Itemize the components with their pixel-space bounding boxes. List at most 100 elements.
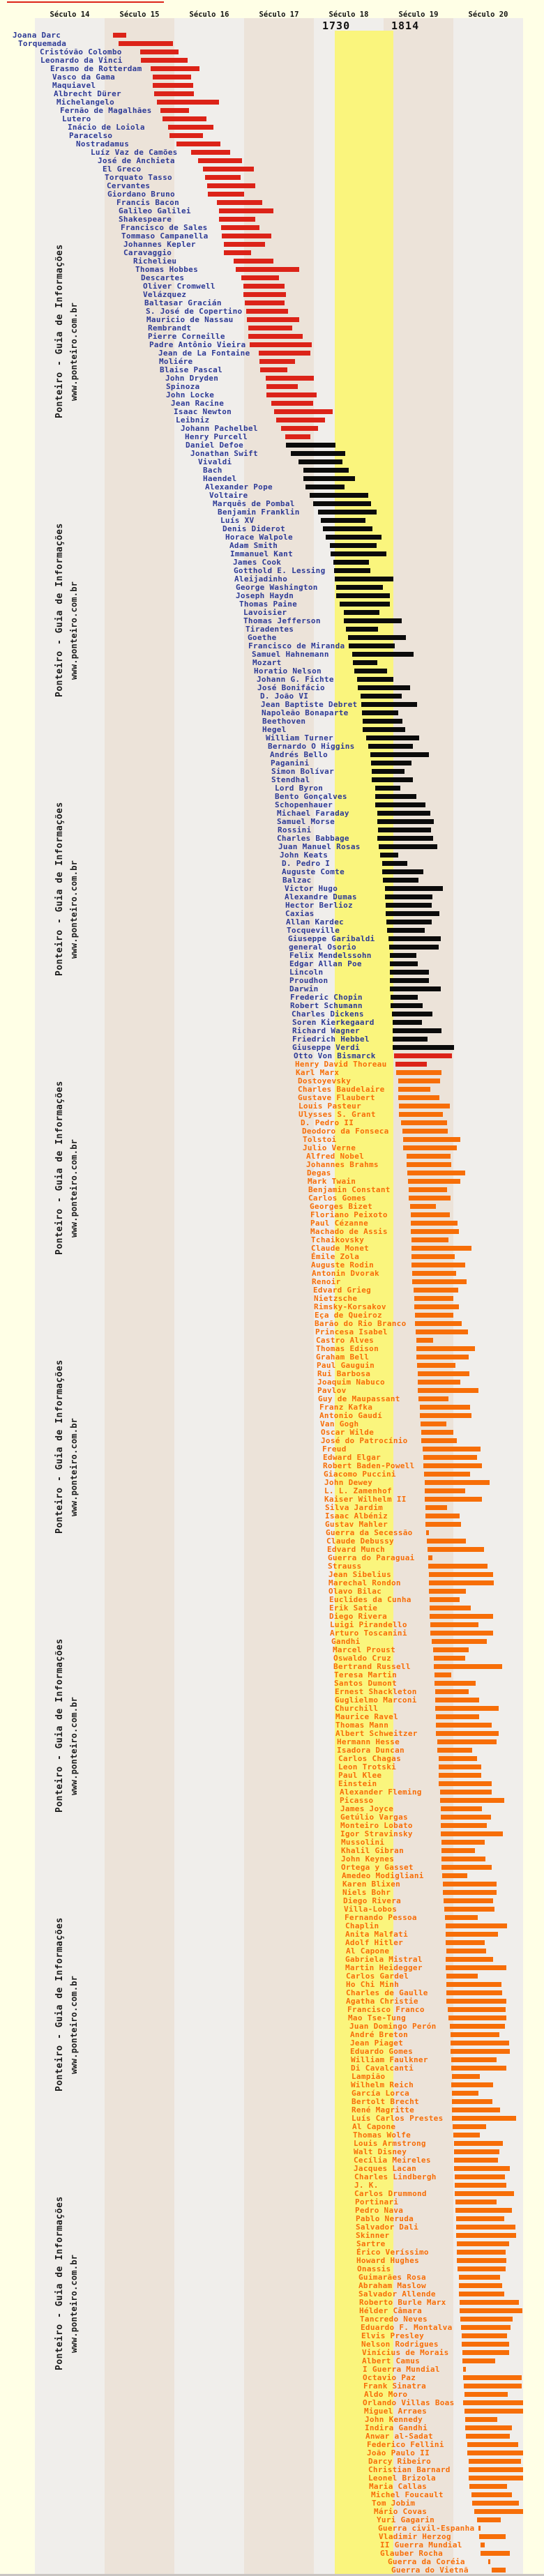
person-name-label: Claude Debussy bbox=[326, 1537, 394, 1546]
person-name-label: Karen Blixen bbox=[342, 1880, 401, 1889]
lifespan-bar bbox=[456, 2216, 504, 2221]
lifespan-bar bbox=[330, 543, 377, 548]
lifespan-bar bbox=[439, 1773, 481, 1778]
lifespan-bar bbox=[153, 75, 191, 79]
lifespan-bar bbox=[430, 1622, 478, 1627]
lifespan-bar bbox=[452, 2108, 500, 2112]
person-name-label: Pavlov bbox=[317, 1386, 347, 1395]
person-name-label: Henry David Thoreau bbox=[295, 1060, 387, 1069]
person-name-label: Giuseppe Verdi bbox=[292, 1043, 360, 1052]
person-name-label: James Joyce bbox=[340, 1804, 394, 1813]
person-name-label: Johann G. Fichte bbox=[257, 675, 334, 684]
person-name-label: James Cook bbox=[233, 558, 282, 567]
person-name-label: Octavio Paz bbox=[363, 2373, 416, 2382]
lifespan-bar bbox=[446, 1982, 501, 1987]
lifespan-bar bbox=[477, 2517, 501, 2522]
lifespan-bar bbox=[430, 1606, 471, 1610]
lifespan-bar bbox=[388, 936, 441, 941]
lifespan-bar bbox=[412, 1279, 467, 1284]
lifespan-bar bbox=[439, 1781, 492, 1786]
person-name-label: Federico Fellini bbox=[367, 2440, 444, 2449]
lifespan-bar bbox=[464, 2384, 522, 2388]
person-name-label: Padre Antônio Vieira bbox=[149, 340, 246, 349]
person-name-label: Antonio Gaudí bbox=[319, 1411, 382, 1420]
person-name-label: Rimsky-Korsakov bbox=[314, 1302, 386, 1311]
person-name-label: Carlos Chagas bbox=[338, 1754, 401, 1763]
person-name-label: Marquês de Pombal bbox=[213, 499, 295, 508]
watermark-url-text: www.ponteiro.com.br bbox=[69, 1417, 79, 1516]
person-name-label: Thomas Hobbes bbox=[135, 265, 198, 274]
lifespan-bar bbox=[357, 677, 393, 682]
lifespan-bar bbox=[459, 2275, 500, 2280]
lifespan-bar bbox=[285, 434, 310, 439]
person-name-label: André Breton bbox=[350, 2030, 409, 2039]
watermark-ponteiro-text: Ponteiro - Guia de Informações bbox=[54, 1081, 65, 1255]
person-name-label: Shakespeare bbox=[119, 215, 172, 224]
person-name-label: John Dryden bbox=[165, 374, 219, 383]
lifespan-bar bbox=[455, 2191, 514, 2196]
lifespan-bar bbox=[420, 1405, 470, 1410]
lifespan-bar bbox=[425, 1497, 482, 1502]
lifespan-bar bbox=[411, 1246, 471, 1251]
lifespan-bar bbox=[234, 259, 273, 264]
lifespan-bar bbox=[391, 1003, 423, 1008]
lifespan-bar bbox=[250, 342, 312, 347]
person-name-label: Edvard Grieg bbox=[313, 1286, 372, 1295]
lifespan-bar bbox=[243, 284, 285, 289]
person-name-label: Charles Baudelaire bbox=[298, 1085, 385, 1094]
lifespan-bar bbox=[446, 1965, 506, 1970]
watermark-url-text: www.ponteiro.com.br bbox=[69, 860, 79, 959]
person-name-label: Nostradamus bbox=[76, 139, 130, 148]
person-name-label: Vladimir Herzog bbox=[379, 2532, 451, 2541]
person-name-label: Lampião bbox=[352, 2072, 386, 2081]
person-name-label: Caxias bbox=[285, 909, 315, 918]
person-name-label: Jean Sibelius bbox=[328, 1570, 391, 1579]
lifespan-bar bbox=[465, 2417, 497, 2422]
person-name-label: Velázquez bbox=[143, 290, 187, 299]
lifespan-bar bbox=[362, 710, 398, 715]
lifespan-bar bbox=[451, 2082, 493, 2087]
person-name-label: Guimarães Rosa bbox=[358, 2273, 426, 2282]
person-name-label: José do Patrocínio bbox=[321, 1436, 408, 1445]
person-name-label: Oliver Cromwell bbox=[143, 282, 216, 291]
person-name-label: Tiradentes bbox=[245, 625, 294, 634]
person-name-label: Cristóvão Colombo bbox=[40, 47, 122, 56]
person-name-label: Carlos Gomes bbox=[308, 1194, 367, 1203]
lifespan-bar bbox=[394, 1053, 452, 1058]
person-name-label: Victor Hugo bbox=[285, 884, 338, 893]
lifespan-bar bbox=[208, 192, 244, 197]
person-name-label: Niels Bohr bbox=[342, 1888, 391, 1897]
person-name-label: Jean Piaget bbox=[350, 2038, 404, 2048]
lifespan-bar bbox=[372, 769, 405, 774]
lifespan-bar bbox=[434, 1656, 465, 1661]
person-name-label: Spinoza bbox=[166, 382, 200, 391]
person-name-label: Joana Darc bbox=[13, 31, 61, 40]
lifespan-bar bbox=[407, 1171, 465, 1175]
lifespan-bar bbox=[441, 1848, 475, 1853]
watermark-url-text: www.ponteiro.com.br bbox=[69, 581, 79, 680]
person-name-label: Salvador Allende bbox=[358, 2289, 436, 2299]
century-tick-label: Século 20 bbox=[468, 10, 508, 19]
person-name-label: Michelangelo bbox=[56, 98, 115, 107]
person-name-label: Daniel Defoe bbox=[186, 441, 244, 450]
person-name-label: Francis Bacon bbox=[116, 198, 179, 207]
lifespan-bar bbox=[451, 2041, 509, 2045]
lifespan-bar bbox=[390, 961, 418, 966]
lifespan-bar bbox=[378, 828, 431, 832]
person-name-label: John Keats bbox=[280, 851, 328, 860]
lifespan-bar bbox=[390, 986, 441, 991]
lifespan-bar bbox=[303, 468, 349, 473]
lifespan-bar bbox=[451, 2032, 499, 2037]
person-name-label: Baltasar Gracián bbox=[144, 298, 222, 307]
person-name-label: Agatha Christie bbox=[346, 1997, 418, 2006]
lifespan-bar bbox=[411, 1237, 448, 1242]
watermark-url-text: www.ponteiro.com.br bbox=[69, 302, 79, 401]
lifespan-bar bbox=[169, 133, 203, 138]
person-name-label: John Kennedy bbox=[365, 2415, 423, 2424]
lifespan-bar bbox=[460, 2317, 513, 2322]
lifespan-bar bbox=[160, 108, 189, 113]
person-name-label: Tommaso Campanella bbox=[121, 231, 209, 241]
lifespan-bar bbox=[441, 1806, 482, 1811]
person-name-label: Roberto Burle Marx bbox=[359, 2298, 446, 2307]
lifespan-bar bbox=[441, 1840, 485, 1845]
